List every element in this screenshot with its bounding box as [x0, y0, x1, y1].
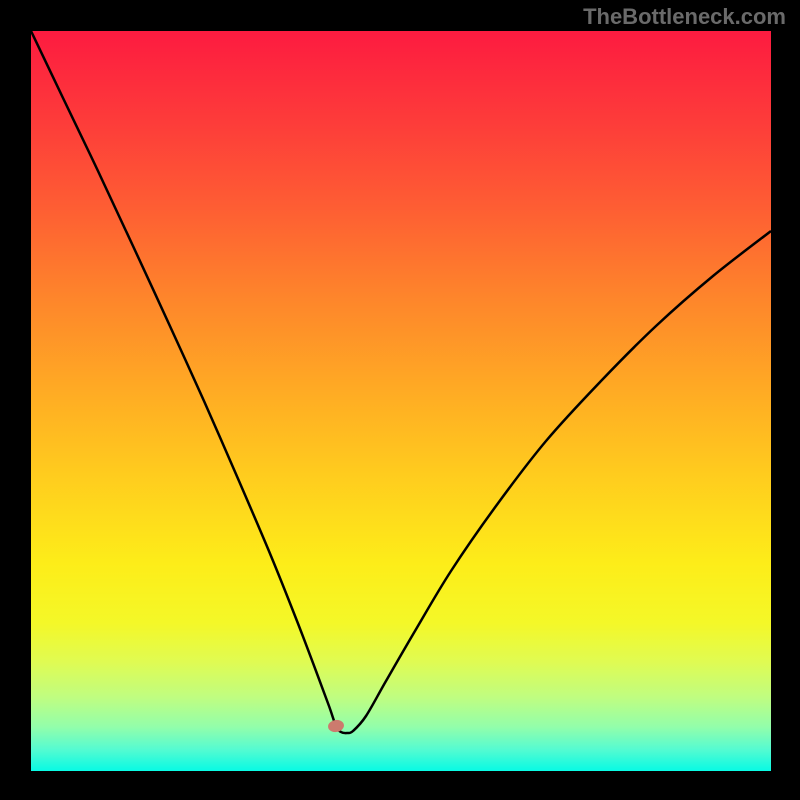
chart-frame	[30, 30, 770, 770]
chart-svg	[31, 31, 771, 771]
gradient-background	[31, 31, 771, 771]
watermark-text: TheBottleneck.com	[583, 4, 786, 30]
